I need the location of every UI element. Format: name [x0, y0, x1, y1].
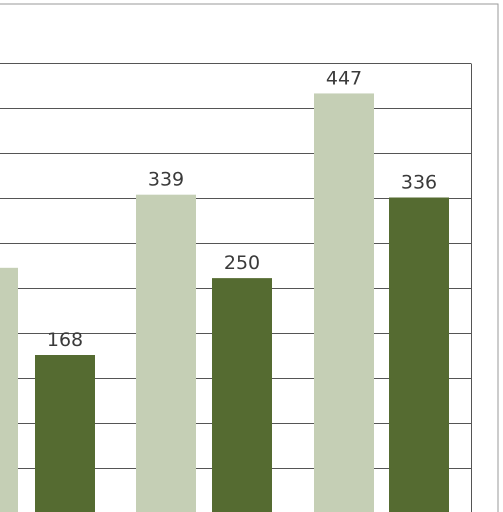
data-label-series-2-group-2: 250: [224, 252, 260, 274]
plot-border: [0, 3, 499, 512]
data-label-series-1-group-3: 447: [326, 67, 362, 89]
bar-series-1-group-3: [314, 93, 374, 512]
bar-series-1-group-2: [136, 194, 196, 512]
bar-series-2-group-3: [389, 197, 449, 512]
data-label-series-2-group-1: 168: [47, 329, 83, 351]
data-label-series-1-group-2: 339: [148, 169, 184, 191]
data-labels: 1339447168250336: [47, 67, 437, 351]
bar-series-2-group-2: [212, 278, 272, 512]
bars: [0, 93, 449, 512]
bar-series-1-group-1: [0, 267, 18, 512]
bar-series-2-group-1: [35, 355, 95, 512]
data-label-series-2-group-3: 336: [401, 172, 437, 194]
